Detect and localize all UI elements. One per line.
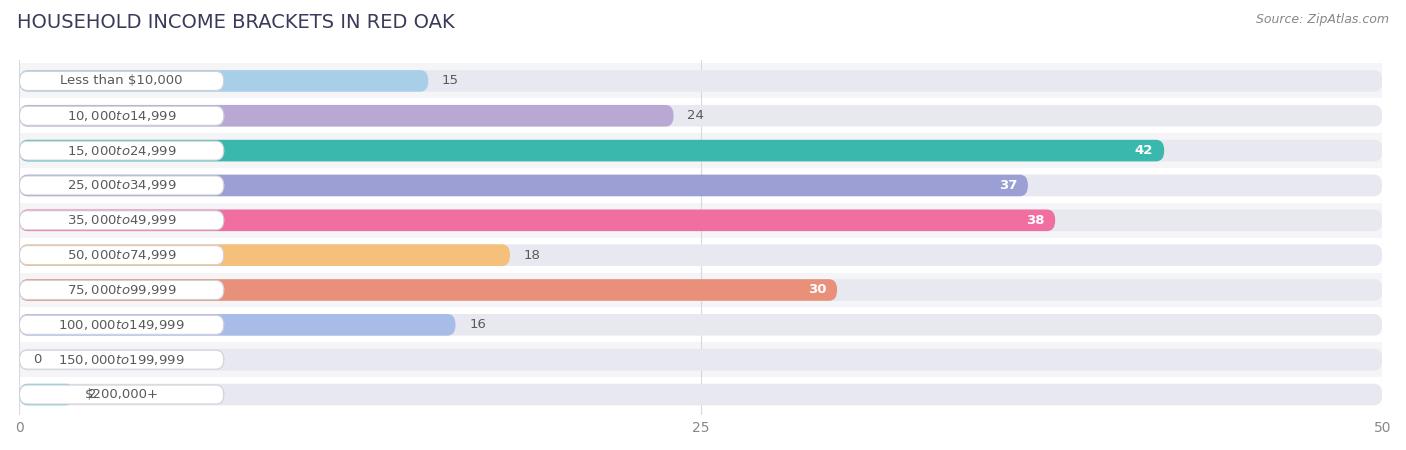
Text: 30: 30 [807, 284, 827, 297]
FancyBboxPatch shape [20, 279, 1382, 301]
FancyBboxPatch shape [20, 314, 456, 336]
Text: HOUSEHOLD INCOME BRACKETS IN RED OAK: HOUSEHOLD INCOME BRACKETS IN RED OAK [17, 14, 454, 32]
Bar [20, 238, 1382, 273]
Text: $100,000 to $149,999: $100,000 to $149,999 [58, 318, 184, 332]
Bar [20, 342, 1382, 377]
Text: 38: 38 [1026, 214, 1045, 227]
Text: 37: 37 [998, 179, 1017, 192]
FancyBboxPatch shape [20, 280, 224, 300]
FancyBboxPatch shape [20, 176, 224, 195]
Bar [20, 307, 1382, 342]
Text: $200,000+: $200,000+ [84, 388, 159, 401]
FancyBboxPatch shape [20, 349, 1382, 370]
FancyBboxPatch shape [20, 105, 1382, 126]
FancyBboxPatch shape [20, 141, 224, 160]
FancyBboxPatch shape [20, 210, 1054, 231]
FancyBboxPatch shape [20, 106, 224, 125]
Bar [20, 377, 1382, 412]
Text: $10,000 to $14,999: $10,000 to $14,999 [66, 109, 176, 123]
FancyBboxPatch shape [20, 72, 224, 90]
FancyBboxPatch shape [20, 244, 510, 266]
Text: 18: 18 [523, 249, 540, 261]
FancyBboxPatch shape [20, 175, 1028, 196]
Text: $15,000 to $24,999: $15,000 to $24,999 [66, 144, 176, 158]
Bar [20, 99, 1382, 133]
FancyBboxPatch shape [20, 384, 1382, 405]
Text: Less than $10,000: Less than $10,000 [60, 74, 183, 87]
FancyBboxPatch shape [20, 244, 1382, 266]
Bar [20, 203, 1382, 238]
Text: $35,000 to $49,999: $35,000 to $49,999 [66, 213, 176, 227]
Bar [20, 63, 1382, 99]
FancyBboxPatch shape [20, 279, 837, 301]
FancyBboxPatch shape [20, 175, 1382, 196]
FancyBboxPatch shape [20, 140, 1164, 162]
FancyBboxPatch shape [20, 140, 1382, 162]
Text: 0: 0 [32, 353, 41, 366]
FancyBboxPatch shape [20, 314, 1382, 336]
FancyBboxPatch shape [20, 385, 224, 404]
Bar [20, 273, 1382, 307]
FancyBboxPatch shape [20, 350, 224, 369]
Text: $75,000 to $99,999: $75,000 to $99,999 [66, 283, 176, 297]
FancyBboxPatch shape [20, 70, 1382, 92]
Text: 15: 15 [441, 74, 458, 87]
FancyBboxPatch shape [20, 70, 429, 92]
FancyBboxPatch shape [20, 246, 224, 265]
Bar [20, 133, 1382, 168]
FancyBboxPatch shape [20, 384, 75, 405]
Text: 16: 16 [470, 318, 486, 331]
Text: Source: ZipAtlas.com: Source: ZipAtlas.com [1256, 14, 1389, 27]
FancyBboxPatch shape [20, 315, 224, 334]
Bar [20, 168, 1382, 203]
FancyBboxPatch shape [20, 211, 224, 230]
Text: 2: 2 [87, 388, 96, 401]
FancyBboxPatch shape [20, 105, 673, 126]
Text: $50,000 to $74,999: $50,000 to $74,999 [66, 248, 176, 262]
Text: $25,000 to $34,999: $25,000 to $34,999 [66, 179, 176, 193]
FancyBboxPatch shape [20, 210, 1382, 231]
Text: 42: 42 [1135, 144, 1153, 157]
Text: $150,000 to $199,999: $150,000 to $199,999 [58, 353, 184, 367]
Text: 24: 24 [688, 109, 704, 122]
